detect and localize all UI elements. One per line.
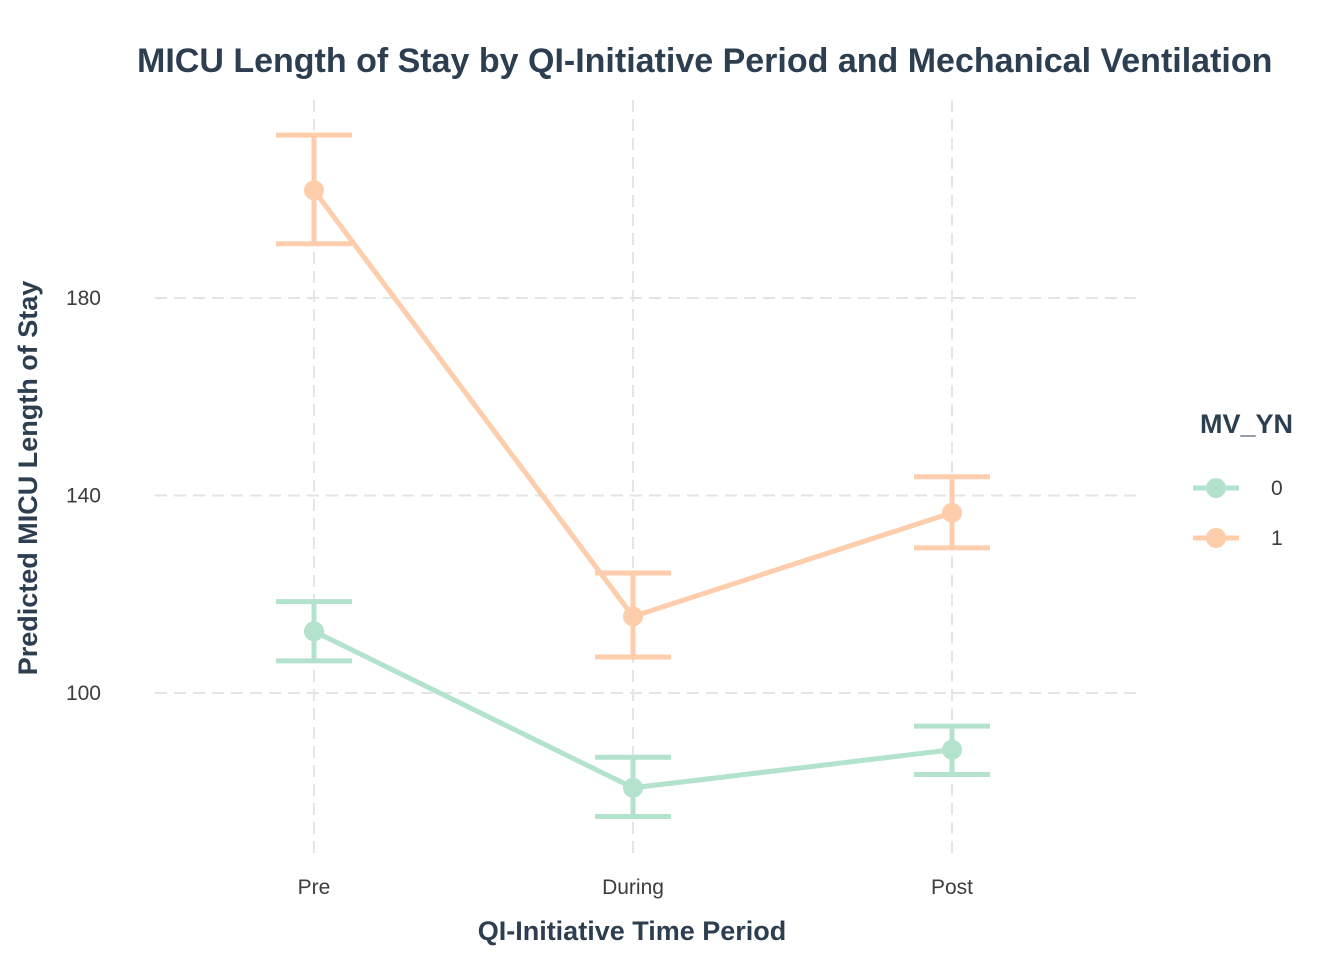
x-tick-labels: Pre During Post (298, 876, 974, 899)
data-point (304, 621, 324, 642)
x-tick-label: During (602, 876, 664, 899)
y-tick-labels: 100 140 180 (66, 287, 101, 705)
legend: MV_YN 0 1 (1193, 409, 1293, 550)
legend-label: 1 (1271, 527, 1283, 550)
data-point (623, 777, 643, 798)
x-tick-label: Pre (298, 876, 331, 899)
chart-title: MICU Length of Stay by QI-Initiative Per… (137, 42, 1272, 80)
y-tick-label: 180 (66, 287, 101, 310)
legend-key-point (1206, 478, 1226, 498)
x-axis-title: QI-Initiative Time Period (478, 916, 787, 946)
series-1 (276, 132, 990, 660)
y-tick-label: 100 (66, 682, 101, 705)
x-tick-label: Post (931, 876, 973, 899)
data-point (623, 606, 643, 627)
data-point (942, 502, 962, 523)
legend-title: MV_YN (1200, 409, 1293, 439)
data-point (942, 739, 962, 760)
legend-key-point (1206, 528, 1226, 548)
legend-label: 0 (1271, 477, 1283, 500)
plot-area (276, 132, 990, 819)
y-axis-title: Predicted MICU Length of Stay (13, 281, 43, 676)
y-tick-label: 140 (66, 485, 101, 508)
data-point (304, 180, 324, 201)
series-0 (276, 599, 990, 819)
grid (155, 100, 1143, 855)
